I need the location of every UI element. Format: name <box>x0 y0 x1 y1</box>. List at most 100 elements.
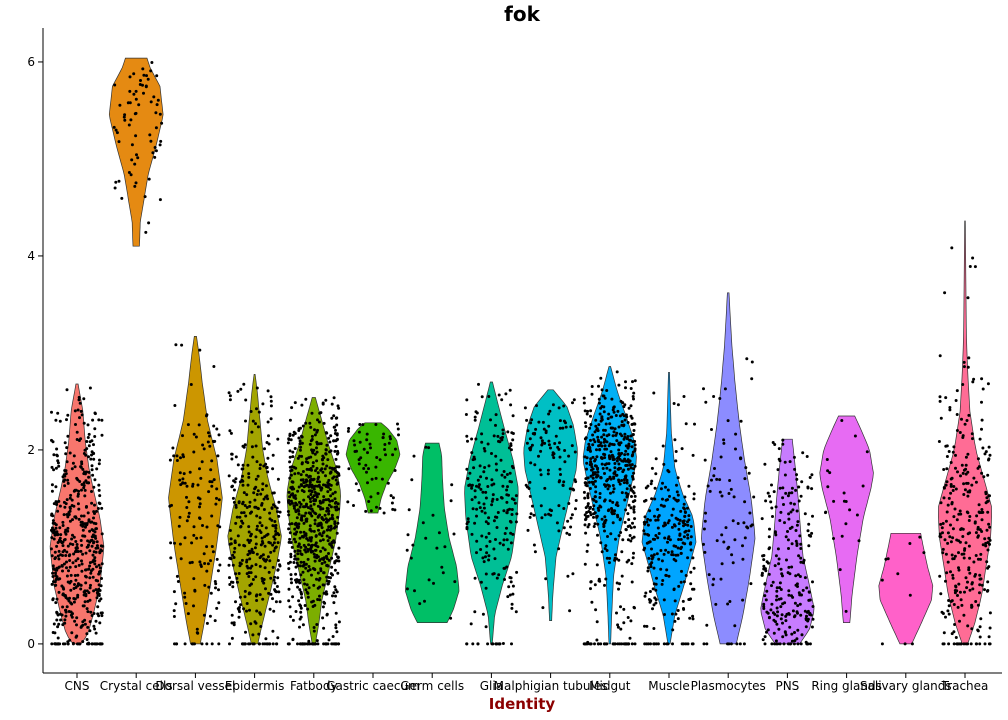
data-point <box>201 443 205 447</box>
data-point <box>257 642 261 646</box>
data-point <box>806 485 810 489</box>
data-point <box>376 491 380 495</box>
data-point <box>313 511 317 515</box>
data-point <box>354 482 358 486</box>
data-point <box>257 632 261 636</box>
data-point <box>287 437 291 441</box>
data-point <box>776 468 780 472</box>
data-point <box>966 490 970 494</box>
data-point <box>241 483 245 487</box>
data-point <box>262 581 266 585</box>
data-point <box>962 556 966 560</box>
data-point <box>622 405 626 409</box>
data-point <box>245 609 248 613</box>
data-point <box>689 570 693 574</box>
data-point <box>346 429 350 433</box>
data-point <box>509 442 513 446</box>
data-point <box>974 554 978 557</box>
data-point <box>51 564 55 568</box>
data-point <box>500 473 504 477</box>
data-point <box>294 497 298 500</box>
data-point <box>623 498 627 502</box>
data-point <box>810 473 814 477</box>
data-point <box>228 394 232 398</box>
data-point <box>509 580 513 584</box>
data-point <box>622 607 626 611</box>
data-point <box>627 642 631 646</box>
data-point <box>247 475 251 479</box>
data-point <box>243 544 247 548</box>
data-point <box>479 548 483 551</box>
data-point <box>238 595 242 599</box>
data-point <box>300 461 304 465</box>
data-point <box>956 605 960 609</box>
data-point <box>424 445 428 449</box>
data-point <box>676 553 680 557</box>
data-point <box>613 558 617 562</box>
data-point <box>605 549 609 552</box>
data-point <box>236 389 240 393</box>
data-point <box>273 520 277 523</box>
data-point <box>556 445 560 449</box>
data-point <box>298 505 302 509</box>
data-point <box>591 507 595 511</box>
data-point <box>620 642 624 646</box>
data-point <box>595 563 599 567</box>
data-point <box>257 410 261 414</box>
data-point <box>583 523 587 527</box>
data-point <box>120 196 124 200</box>
data-point <box>80 488 83 492</box>
data-point <box>686 506 689 510</box>
data-point <box>645 624 649 628</box>
data-point <box>311 464 315 468</box>
data-point <box>71 518 74 522</box>
data-point <box>295 516 299 520</box>
data-point <box>362 467 366 470</box>
data-point <box>722 540 726 544</box>
data-point <box>811 514 814 518</box>
data-point <box>50 483 54 487</box>
data-point <box>330 556 334 560</box>
data-point <box>332 425 336 429</box>
data-point <box>677 527 681 531</box>
data-point <box>973 520 977 524</box>
data-point <box>600 435 604 439</box>
data-point <box>250 445 254 449</box>
data-point <box>170 503 173 507</box>
data-point <box>58 538 61 542</box>
data-point <box>775 589 779 593</box>
data-point <box>122 115 126 119</box>
data-point <box>308 483 312 487</box>
data-point <box>903 642 907 646</box>
data-point <box>988 611 992 615</box>
data-point <box>264 462 268 466</box>
data-point <box>216 454 220 458</box>
data-point <box>949 570 952 574</box>
data-point <box>267 442 271 446</box>
data-point <box>470 483 474 487</box>
x-tick-label: Dorsal vessel <box>155 679 235 693</box>
data-point <box>423 599 426 603</box>
data-point <box>652 603 656 607</box>
data-point <box>90 490 93 493</box>
data-point <box>299 610 303 614</box>
data-point <box>158 198 162 202</box>
data-point <box>539 504 543 508</box>
data-point <box>807 590 811 594</box>
data-point <box>113 186 117 190</box>
data-point <box>210 545 214 548</box>
data-point <box>326 528 330 532</box>
data-point <box>629 404 633 408</box>
data-point <box>309 549 313 553</box>
data-point <box>922 551 926 555</box>
data-point <box>212 478 216 482</box>
data-point <box>955 518 959 522</box>
data-point <box>231 484 234 488</box>
data-point <box>603 456 607 460</box>
data-point <box>273 581 277 585</box>
data-point <box>657 532 661 535</box>
x-tick-label: Crystal cells <box>100 679 173 693</box>
data-point <box>589 460 593 464</box>
data-point <box>793 639 797 643</box>
